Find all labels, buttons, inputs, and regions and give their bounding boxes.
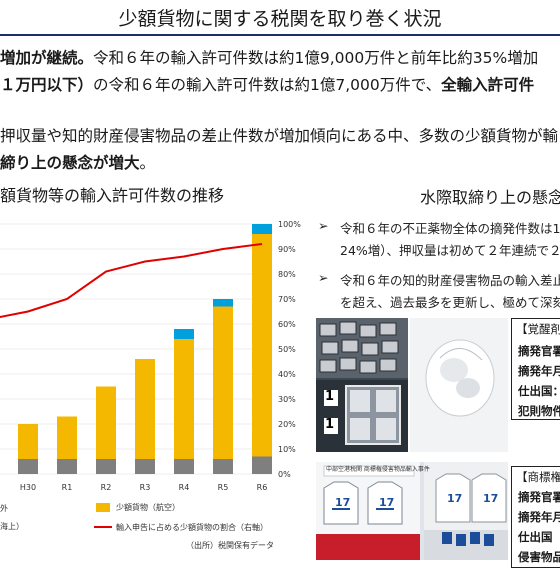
chart-source: （出所）税関保有データ (186, 541, 274, 550)
ratio-line (0, 243, 263, 319)
white-powder-bag-image (410, 318, 508, 452)
right-axis-tick-label: 70% (278, 295, 296, 304)
intro-line-1-text: 令和６年の輸入許可件数は約1億9,000万件と前年比約35%増加 (93, 49, 539, 67)
bar-segment-r4-0 (174, 459, 194, 474)
x-axis-tick-label: R1 (62, 483, 73, 492)
legend-ratio-swatch (94, 526, 112, 528)
bar-segment-r5-2 (213, 299, 233, 307)
case-2-row-3: 仕出国 (518, 530, 553, 544)
right-axis-tick-label: 0% (278, 470, 291, 479)
legend-air-swatch (96, 503, 110, 512)
bar-segment-r2-1 (96, 386, 116, 459)
x-axis-tick-label: R4 (179, 483, 190, 492)
jersey-number-4: 17 (483, 492, 499, 505)
chart-heading: 額貨物等の輸入許可件数の推移 (0, 186, 225, 205)
intro-line-1-emphasis: 増加が継続。 (0, 49, 94, 67)
page-title: 少額貨物に関する税関を取り巻く状況 (118, 8, 442, 30)
import-permit-chart: 100% 90% 80% 70% 60% 50% 40% 30% 20% 10% 0% H30 R1 R2… (0, 220, 301, 492)
bar-segment-r4-1 (174, 339, 194, 459)
concern-heading: 水際取締り上の懸念 (420, 188, 560, 207)
case-2-row-1: 摘発官署 (518, 490, 560, 504)
bullet-marker-1: ➢ (318, 218, 329, 233)
intro-line-1: 増加が継続。令和６年の輸入許可件数は約1億9,000万件と前年比約35%増加 (0, 46, 538, 68)
photo-label-1a: 1 (325, 389, 335, 404)
bar-segment-r3-1 (135, 359, 155, 459)
intro-line-4-text: 。 (139, 154, 156, 172)
bullet-2-line-2: を超え、過去最多を更新し、極めて深刻な (340, 295, 560, 310)
case-1-row-2: 摘発年月 (518, 364, 560, 378)
intro-line-2: １万円以下）の令和６年の輸入許可件数は約1億7,000万件で、全輸入許可件 (0, 73, 534, 95)
bar-segment-r6-1 (252, 234, 272, 457)
jersey-number-1: 17 (335, 496, 351, 509)
right-axis-tick-label: 40% (278, 370, 296, 379)
intro-line-2-text: の令和６年の輸入許可件数は約1億7,000万件で、 (93, 76, 442, 94)
drug-packages-image (316, 318, 408, 452)
seized-powder-photo (410, 318, 508, 452)
bullet-1-line-2: 24%増）、押収量は初めて２年連続で２ (340, 243, 560, 258)
right-axis-tick-label: 100% (278, 220, 301, 229)
bullet-marker-2: ➢ (318, 270, 329, 285)
case-2-title: 【商標権 (516, 470, 560, 484)
bar-segment-r1-1 (57, 416, 77, 459)
x-axis-tick-label: R2 (101, 483, 112, 492)
right-axis-tick-label: 20% (278, 420, 296, 429)
seizure-banner-text: 中部空港税関 商標権侵害物品輸入事件 (326, 466, 430, 473)
intro-line-4-emphasis: 締り上の懸念が増大 (0, 154, 140, 172)
bullet-1-line-1: 令和６年の不正薬物全体の摘発件数は1, (340, 221, 560, 236)
intro-line-2-emphasis: １万円以下） (0, 76, 94, 94)
case-1-caption: 【覚醒剤 摘発官署 摘発年月 仕出国： 犯則物件 (511, 318, 560, 420)
bar-segment-r5-1 (213, 306, 233, 459)
intro-line-4: 締り上の懸念が増大。 (0, 151, 155, 173)
jerseys-image (316, 462, 508, 560)
bar-segment-r5-0 (213, 459, 233, 474)
bar-segment-r2-0 (96, 459, 116, 474)
photo-label-1b: 1 (325, 417, 335, 432)
right-axis-tick-label: 50% (278, 345, 296, 354)
legend-ratio-label: 輸入申告に占める少額貨物の割合（右軸） (116, 523, 268, 532)
intro-line-2-accent: 全輸入許可件 (441, 76, 535, 94)
case-1-title: 【覚醒剤 (516, 322, 560, 336)
title-divider (0, 34, 560, 36)
case-2-row-4: 侵害物品 (518, 550, 560, 564)
right-axis-tick-label: 90% (278, 245, 296, 254)
intro-line-3: 押収量や知的財産侵害物品の差止件数が増加傾向にある中、多数の少額貨物が輸 (0, 127, 559, 145)
bar-segment-r6-0 (252, 456, 272, 474)
case-1-row-1: 摘発官署 (518, 344, 560, 358)
case-1-row-4: 犯則物件 (518, 404, 560, 418)
right-axis-tick-label: 10% (278, 445, 296, 454)
seized-drug-packages-photo: 1 1 (316, 318, 408, 452)
right-axis-tick-label: 30% (278, 395, 296, 404)
bar-segment-h30-1 (18, 424, 38, 459)
bar-segment-r3-0 (135, 459, 155, 474)
x-axis-tick-label: H30 (20, 483, 36, 492)
jersey-number-2: 17 (379, 496, 395, 509)
case-2-caption: 【商標権 摘発官署 摘発年月 仕出国 侵害物品 (511, 466, 560, 568)
bar-segment-r6-2 (252, 224, 272, 234)
legend-left-2: 海上） (0, 522, 24, 531)
right-axis-tick-label: 60% (278, 320, 296, 329)
bar-segment-r4-2 (174, 329, 194, 339)
legend-air-label: 少額貨物（航空） (116, 503, 180, 512)
x-axis-tick-label: R5 (218, 483, 229, 492)
bullet-2-line-1: 令和６年の知的財産侵害物品の輸入差止 (340, 273, 560, 288)
counterfeit-jerseys-photo: 中部空港税関 商標権侵害物品輸入事件 17 17 17 17 (316, 462, 508, 560)
case-2-row-2: 摘発年月 (518, 510, 560, 524)
jersey-number-3: 17 (447, 492, 463, 505)
case-1-row-3: 仕出国： (518, 384, 560, 398)
x-axis-tick-label: R6 (257, 483, 268, 492)
x-axis-tick-label: R3 (140, 483, 151, 492)
right-axis-tick-label: 80% (278, 270, 296, 279)
bar-segment-h30-0 (18, 459, 38, 474)
legend-left-1: 外 (0, 504, 8, 513)
bar-segment-r1-0 (57, 459, 77, 474)
